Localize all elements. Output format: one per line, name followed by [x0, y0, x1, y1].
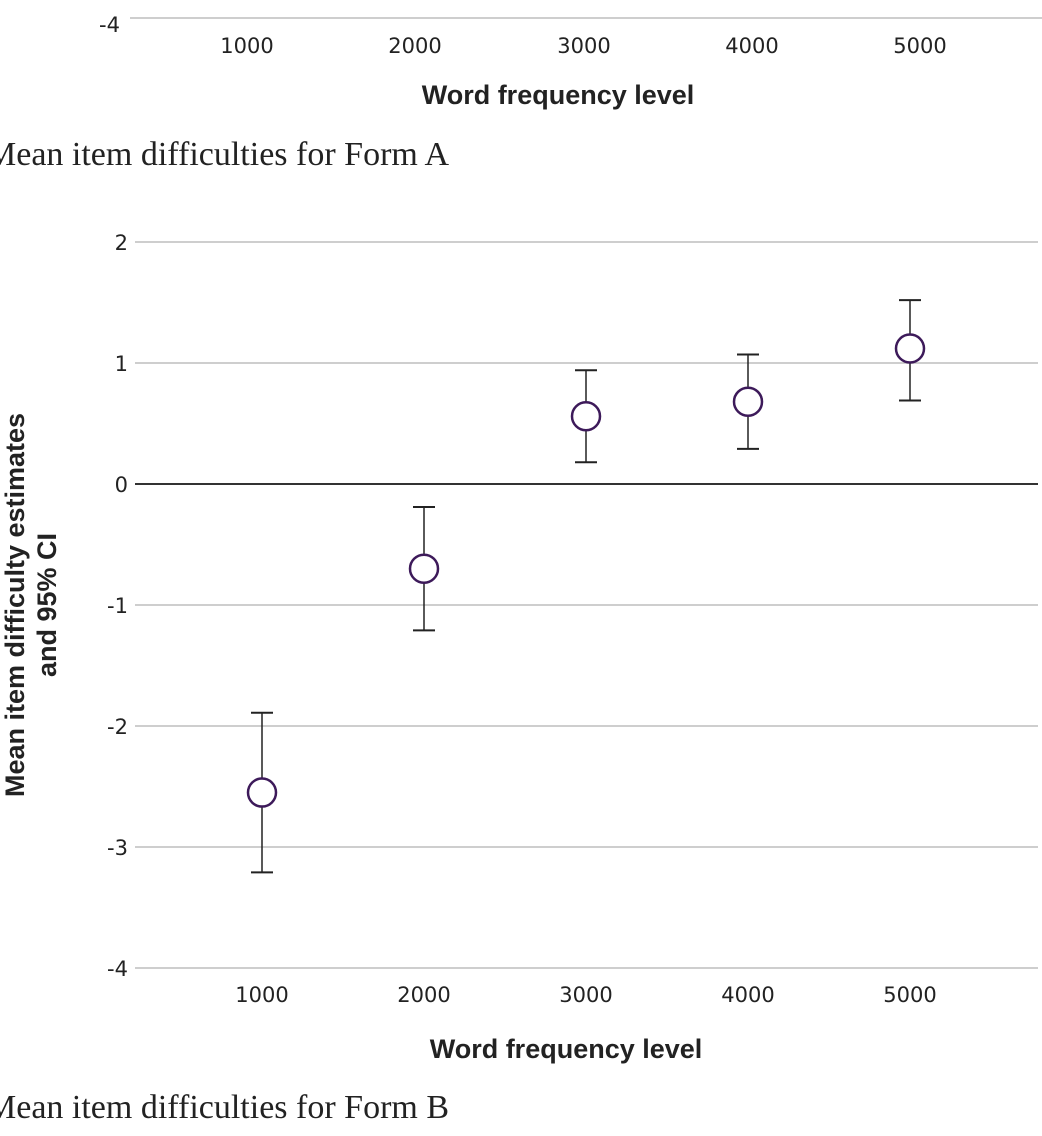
y-tick-label: -4 [107, 957, 128, 981]
mean-marker [570, 400, 602, 432]
x-tick-label: 2000 [388, 34, 441, 58]
error-bar-point [732, 353, 764, 450]
error-bar-point [570, 369, 602, 464]
figure-caption-b: Mean item difficulties for Form B [0, 1089, 449, 1126]
mean-marker [408, 553, 440, 584]
y-tick-label: 2 [115, 231, 128, 255]
y-tick-label: -3 [107, 836, 128, 860]
y-tick-label: -2 [107, 715, 128, 739]
x-tick-label: 4000 [721, 983, 774, 1007]
error-bar-point [408, 505, 440, 632]
error-bar-point [246, 711, 278, 874]
y-tick-label: 0 [115, 473, 128, 497]
figure-caption-a: Mean item difficulties for Form A [0, 136, 449, 173]
error-bar-point [894, 299, 926, 402]
x-tick-label: 5000 [883, 983, 936, 1007]
x-tick-label: 4000 [725, 34, 778, 58]
x-axis-label: Word frequency level [422, 80, 695, 110]
x-tick-label: 3000 [557, 34, 610, 58]
mean-marker [894, 333, 926, 364]
x-ticks: 1000 2000 3000 4000 5000 [235, 983, 936, 1007]
form-a-chart-fragment: -4 1000 2000 3000 4000 5000 Word frequen… [0, 13, 1042, 173]
y-axis-label-line-1: Mean item difficulty estimates [0, 413, 30, 797]
x-tick-label: 1000 [220, 34, 273, 58]
gridlines [135, 241, 1038, 969]
y-axis-label-line-2: and 95% CI [32, 533, 62, 677]
x-axis-label: Word frequency level [430, 1034, 703, 1064]
y-tick-label: 1 [115, 352, 128, 376]
y-tick-label: -4 [99, 13, 120, 37]
mean-marker [732, 386, 764, 417]
x-tick-label: 2000 [397, 983, 450, 1007]
form-b-chart: 2 1 0 -1 -2 -3 -4 1000 2000 3000 4000 5000 Word fr… [0, 231, 1038, 1126]
y-ticks: 2 1 0 -1 -2 -3 -4 [107, 231, 128, 981]
x-tick-label: 5000 [893, 34, 946, 58]
y-axis-label: Mean item difficulty estimates and 95% C… [0, 413, 62, 797]
error-bars [246, 299, 926, 874]
mean-marker [246, 777, 278, 808]
x-tick-label: 1000 [235, 983, 288, 1007]
y-tick-label: -1 [107, 594, 128, 618]
x-tick-label: 3000 [559, 983, 612, 1007]
